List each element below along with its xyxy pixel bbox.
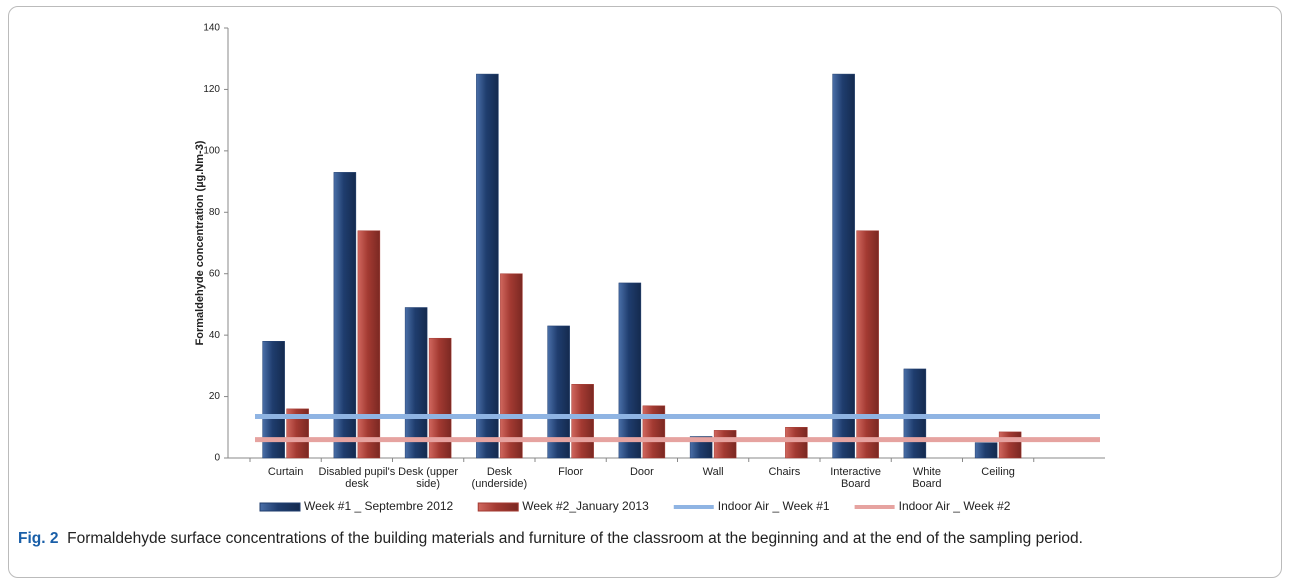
y-axis-label: Formaldehyde concentration (µg.Nm-3) xyxy=(194,140,206,345)
x-tick-label: Curtain xyxy=(268,466,303,478)
legend-label: Week #1 _ Septembre 2012 xyxy=(304,499,454,513)
bar xyxy=(974,442,998,459)
y-tick-label: 0 xyxy=(214,453,220,464)
x-tick-label: Desk (underside) xyxy=(472,466,528,490)
legend-label: Week #2_January 2013 xyxy=(522,499,649,513)
bar xyxy=(642,405,666,459)
y-tick-label: 60 xyxy=(209,268,221,279)
x-tick-label: Chairs xyxy=(768,466,800,478)
legend-label: Indoor Air _ Week #2 xyxy=(899,499,1011,513)
x-tick-label: Floor xyxy=(558,466,583,478)
legend-swatch xyxy=(477,502,519,512)
bar xyxy=(856,230,879,459)
x-tick-label: Wall xyxy=(703,466,724,478)
bar xyxy=(286,408,309,459)
bar xyxy=(998,431,1022,459)
caption-label: Fig. 2 xyxy=(18,530,59,547)
y-tick-label: 140 xyxy=(203,23,220,34)
y-tick-label: 40 xyxy=(209,330,221,341)
x-tick-label: Ceiling xyxy=(981,466,1015,478)
caption-text: Formaldehyde surface concentrations of t… xyxy=(67,530,1083,547)
bar xyxy=(571,384,594,459)
x-tick-label: White Board xyxy=(912,466,941,490)
x-tick-label: Interactive Board xyxy=(830,466,881,490)
legend-label: Indoor Air _ Week #1 xyxy=(718,499,830,513)
y-tick-label: 20 xyxy=(209,391,221,402)
bar xyxy=(428,337,452,459)
y-tick-label: 100 xyxy=(203,145,220,156)
caption: Fig. 2 Formaldehyde surface concentratio… xyxy=(18,528,1268,550)
bar xyxy=(262,341,285,459)
y-tick-label: 80 xyxy=(209,207,221,218)
bar xyxy=(404,307,428,459)
x-tick-label: Disabled pupil's desk xyxy=(319,466,396,490)
bar xyxy=(357,230,381,459)
bar xyxy=(903,368,927,459)
figure-frame xyxy=(8,6,1282,578)
bar xyxy=(333,172,357,459)
bar xyxy=(785,427,808,459)
bar xyxy=(476,73,499,459)
x-tick-label: Desk (upper side) xyxy=(398,466,458,490)
legend-swatch xyxy=(259,502,301,512)
bar xyxy=(832,73,855,459)
y-tick-label: 120 xyxy=(203,84,220,95)
bar xyxy=(618,282,642,459)
bar xyxy=(547,325,570,459)
bar xyxy=(500,273,523,459)
x-tick-label: Door xyxy=(630,466,654,478)
bar xyxy=(713,430,737,459)
